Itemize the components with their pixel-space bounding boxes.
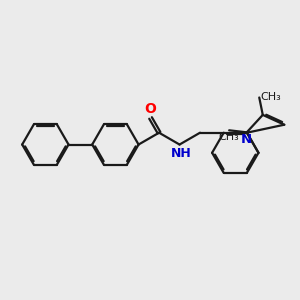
Text: CH₃: CH₃ — [261, 92, 281, 103]
Text: NH: NH — [171, 147, 191, 160]
Text: CH₃: CH₃ — [219, 132, 239, 142]
Text: O: O — [144, 102, 156, 116]
Text: N: N — [241, 133, 252, 146]
